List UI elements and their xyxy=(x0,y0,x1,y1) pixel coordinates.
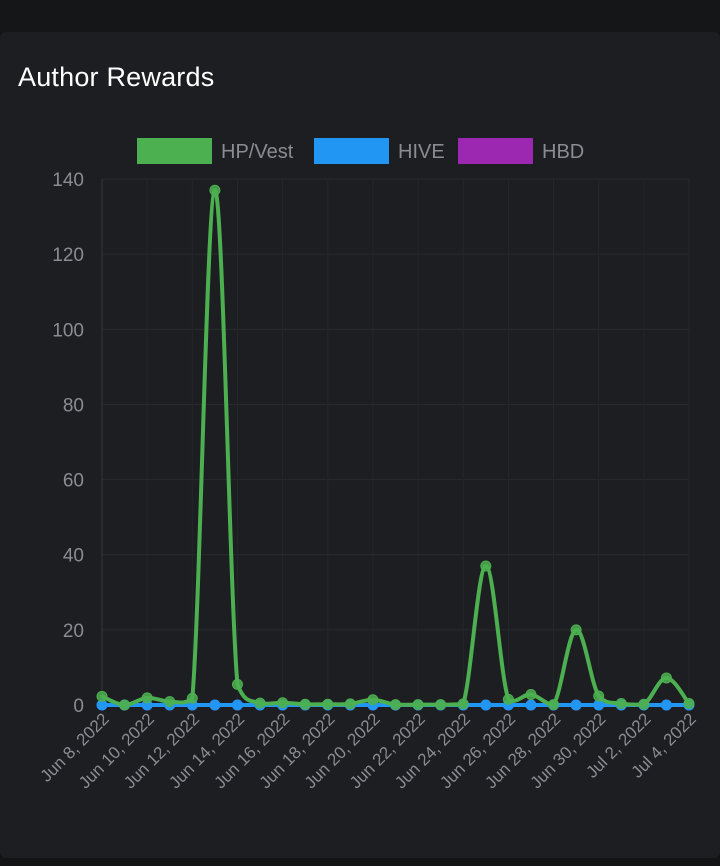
legend-label: HBD xyxy=(542,141,584,163)
card-title: Author Rewards xyxy=(18,62,215,92)
y-tick-label: 60 xyxy=(63,471,84,492)
y-tick-label: 140 xyxy=(52,170,84,191)
data-point[interactable] xyxy=(593,690,605,702)
y-axis: 0 20 40 60 80 100 120 140 xyxy=(52,170,103,717)
y-tick-label: 120 xyxy=(52,245,84,266)
data-point[interactable] xyxy=(683,697,695,709)
legend-item-hive[interactable]: HIVE xyxy=(314,138,445,164)
data-point[interactable] xyxy=(209,699,221,711)
data-point[interactable] xyxy=(548,699,560,711)
data-point[interactable] xyxy=(277,697,289,709)
data-point[interactable] xyxy=(322,698,334,710)
y-tick-label: 0 xyxy=(73,696,84,717)
legend-item-hbd[interactable]: HBD xyxy=(458,138,584,164)
series-lines xyxy=(96,184,695,711)
series-line xyxy=(100,188,691,707)
data-point[interactable] xyxy=(502,693,514,705)
legend-item-hp-vest[interactable]: HP/Vest xyxy=(137,138,294,164)
data-point[interactable] xyxy=(570,699,582,711)
data-point[interactable] xyxy=(231,699,243,711)
data-point[interactable] xyxy=(141,692,153,704)
data-point[interactable] xyxy=(480,560,492,572)
data-point[interactable] xyxy=(457,698,469,710)
legend-swatch xyxy=(137,138,212,164)
data-point[interactable] xyxy=(119,699,131,711)
data-point[interactable] xyxy=(367,694,379,706)
data-point[interactable] xyxy=(390,699,401,711)
data-point[interactable] xyxy=(186,692,198,704)
data-point[interactable] xyxy=(164,696,176,708)
y-tick-label: 100 xyxy=(52,320,84,341)
data-point[interactable] xyxy=(96,690,108,702)
author-rewards-card xyxy=(0,32,720,858)
data-point[interactable] xyxy=(435,699,447,711)
data-point[interactable] xyxy=(209,184,221,196)
y-tick-label: 40 xyxy=(63,546,84,567)
data-point[interactable] xyxy=(525,688,537,700)
data-point[interactable] xyxy=(570,624,582,636)
data-point[interactable] xyxy=(525,699,537,711)
legend-swatch xyxy=(458,138,533,164)
grid-lines xyxy=(101,178,690,706)
data-point[interactable] xyxy=(344,698,356,710)
legend[interactable]: HP/Vest HIVE HBD xyxy=(137,138,584,164)
data-point[interactable] xyxy=(231,678,243,690)
legend-swatch xyxy=(314,138,389,164)
data-point[interactable] xyxy=(638,698,650,710)
series-hp-vest xyxy=(96,184,695,711)
data-point[interactable] xyxy=(254,697,266,709)
legend-label: HP/Vest xyxy=(221,141,294,163)
y-tick-label: 80 xyxy=(63,395,84,416)
data-point[interactable] xyxy=(412,699,424,711)
data-point[interactable] xyxy=(615,697,627,709)
top-bar xyxy=(0,0,720,32)
y-tick-label: 20 xyxy=(63,621,84,642)
data-point[interactable] xyxy=(660,699,672,711)
data-point[interactable] xyxy=(660,672,672,684)
data-point[interactable] xyxy=(299,698,311,710)
legend-label: HIVE xyxy=(398,141,445,163)
data-point[interactable] xyxy=(480,699,492,711)
